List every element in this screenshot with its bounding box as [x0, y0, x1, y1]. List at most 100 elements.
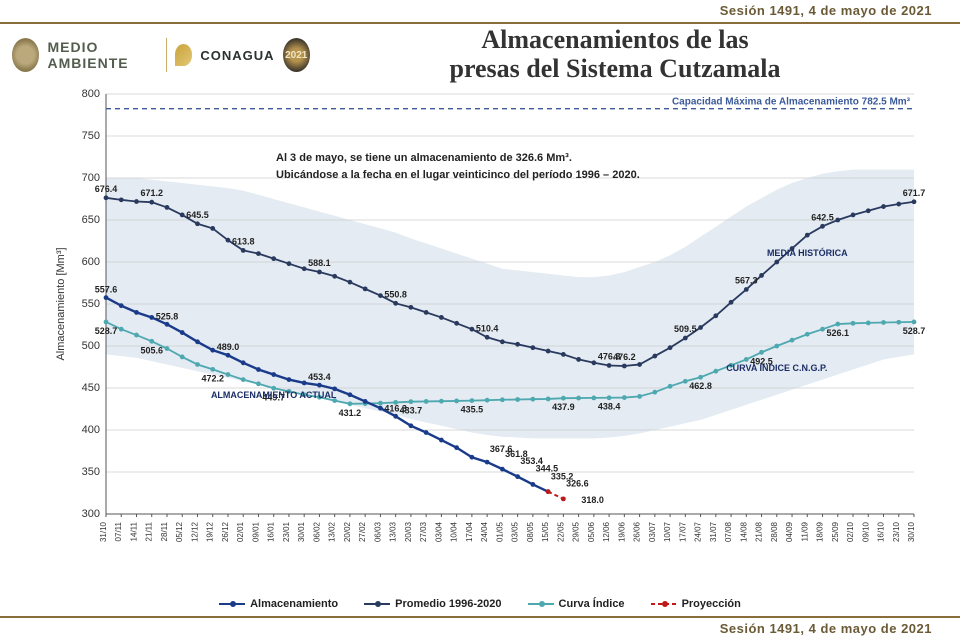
series-actual-dot: [363, 399, 368, 404]
xtick-label: 19/12: [206, 521, 215, 542]
ytick-label: 700: [82, 172, 100, 184]
legend-label: Promedio 1996-2020: [395, 598, 501, 610]
ytick-label: 400: [82, 424, 100, 436]
xtick-label: 18/09: [816, 521, 825, 542]
xtick-label: 04/09: [785, 521, 794, 542]
session-text-bottom: Sesión 1491, 4 de mayo de 2021: [720, 621, 932, 636]
series-curva-dot: [195, 362, 200, 367]
xtick-label: 17/04: [465, 521, 474, 542]
xtick-label: 10/07: [663, 521, 672, 542]
series-proyeccion-dot: [546, 489, 551, 494]
series-promedio-dot: [134, 199, 139, 204]
series-promedio-dot: [652, 354, 657, 359]
value-label: 453.4: [308, 372, 331, 382]
xtick-label: 24/04: [480, 521, 489, 542]
xtick-label: 13/02: [328, 521, 337, 542]
xtick-label: 05/12: [175, 521, 184, 542]
xtick-label: 24/07: [694, 521, 703, 542]
series-promedio-dot: [668, 345, 673, 350]
series-promedio-dot: [698, 325, 703, 330]
annotation-l1: Al 3 de mayo, se tiene un almacenamiento…: [276, 152, 572, 164]
xtick-label: 16/10: [877, 521, 886, 542]
xtick-label: 30/10: [907, 521, 916, 542]
conagua-label: CONAGUA: [200, 48, 274, 63]
series-curva-dot: [149, 339, 154, 344]
xtick-label: 09/01: [251, 521, 260, 542]
series-promedio-dot: [302, 266, 307, 271]
series-curva-dot: [805, 332, 810, 337]
series-promedio-dot: [469, 327, 474, 332]
series-promedio-dot: [561, 352, 566, 357]
xtick-label: 19/06: [617, 521, 626, 542]
series-actual-dot: [180, 330, 185, 335]
series-curva-dot: [180, 355, 185, 360]
ytick-label: 550: [82, 298, 100, 310]
series-promedio-dot: [409, 305, 414, 310]
series-curva-dot: [469, 398, 474, 403]
series-actual-dot: [210, 348, 215, 353]
series-actual-dot: [393, 414, 398, 419]
value-label: 435.5: [461, 405, 484, 415]
series-promedio-dot: [835, 218, 840, 223]
series-promedio-dot: [332, 274, 337, 279]
xtick-label: 14/08: [739, 521, 748, 542]
value-label: 318.0: [581, 495, 604, 505]
series-promedio-dot: [287, 261, 292, 266]
series-promedio-dot: [851, 213, 856, 218]
value-label: 671.2: [140, 188, 163, 198]
series-actual-dot: [104, 295, 109, 300]
series-promedio-dot: [546, 349, 551, 354]
value-label: 431.2: [339, 408, 362, 418]
xtick-label: 03/05: [511, 521, 520, 542]
series-promedio-dot: [530, 345, 535, 350]
xtick-label: 06/03: [373, 521, 382, 542]
legend-swatch: [219, 603, 245, 605]
series-actual-dot: [439, 438, 444, 443]
series-curva-dot: [683, 379, 688, 384]
xtick-label: 23/10: [892, 521, 901, 542]
xtick-label: 11/09: [800, 521, 809, 541]
legend-label: Curva Índice: [559, 598, 625, 610]
legend-label: Almacenamiento: [250, 598, 338, 610]
xtick-label: 13/03: [389, 521, 398, 542]
xtick-label: 26/06: [633, 521, 642, 542]
series-curva-dot: [759, 350, 764, 355]
series-actual-dot: [134, 310, 139, 315]
session-bar-top: Sesión 1491, 4 de mayo de 2021: [0, 0, 960, 24]
series-actual-dot: [241, 360, 246, 365]
series-promedio-dot: [515, 342, 520, 347]
series-actual-dot: [287, 377, 292, 382]
value-label: 326.6: [566, 479, 589, 489]
value-label: 476.2: [613, 352, 636, 362]
series-actual-dot: [409, 423, 414, 428]
series-actual-dot: [424, 430, 429, 435]
medio-ambiente-label: MEDIO AMBIENTE: [47, 39, 157, 71]
xtick-label: 21/08: [755, 521, 764, 542]
series-actual-dot: [378, 406, 383, 411]
series-curva-dot: [210, 367, 215, 372]
series-curva-dot: [530, 397, 535, 402]
series-curva-dot: [591, 396, 596, 401]
xtick-label: 20/03: [404, 521, 413, 542]
xtick-label: 07/08: [724, 521, 733, 542]
legend-item: Curva Índice: [528, 598, 625, 610]
logos-block: MEDIO AMBIENTE CONAGUA 2021: [0, 38, 310, 72]
series-curva-dot: [835, 322, 840, 327]
xtick-label: 02/10: [846, 521, 855, 542]
xtick-label: 21/11: [145, 521, 154, 541]
series-promedio-dot: [241, 248, 246, 253]
chart-area: 300350400450500550600650700750800Capacid…: [50, 86, 930, 576]
value-label: 505.6: [140, 345, 163, 355]
series-curva-dot: [622, 395, 627, 400]
series-promedio-dot: [363, 286, 368, 291]
divider-icon: [166, 38, 167, 72]
value-label: 416.3: [384, 403, 407, 413]
series-curva-dot: [500, 397, 505, 402]
legend: Almacenamiento Promedio 1996-2020 Curva Ín…: [0, 598, 960, 610]
chart-svg: 300350400450500550600650700750800Capacid…: [50, 86, 930, 576]
value-label: 438.4: [598, 402, 621, 412]
series-actual-dot: [485, 460, 490, 465]
series-promedio-dot: [439, 315, 444, 320]
series-curva-dot: [607, 395, 612, 400]
series-promedio-dot: [774, 260, 779, 265]
